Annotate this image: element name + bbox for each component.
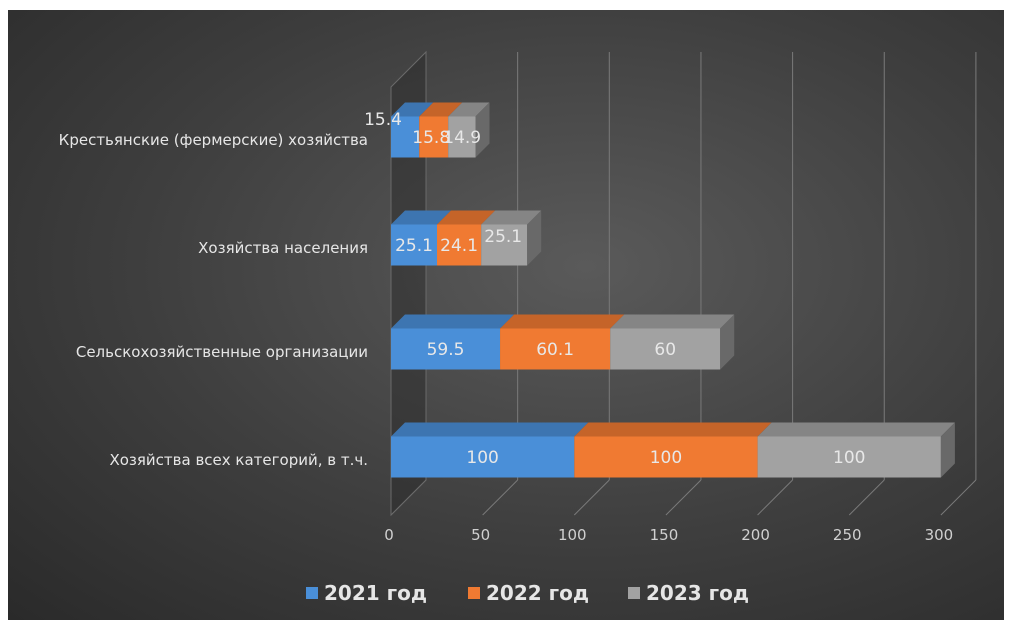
bar-top-face bbox=[391, 102, 434, 117]
bar-2023-год-3 bbox=[448, 116, 476, 158]
bar-2022-год-1 bbox=[500, 328, 611, 370]
data-label: 24.1 bbox=[440, 236, 478, 256]
bar-2022-год-2 bbox=[437, 224, 482, 266]
x-tick-label: 250 bbox=[833, 526, 862, 544]
category-label: Сельскохозяйственные организации bbox=[76, 343, 368, 361]
data-labels: 100 100 100 59.5 60.1 60 25.1 24.1 25.1 15.4 15.81… bbox=[364, 110, 865, 468]
bar-top-face bbox=[574, 422, 772, 437]
bar-end-face bbox=[527, 210, 542, 266]
bar-top-face bbox=[419, 102, 463, 117]
legend-swatch bbox=[306, 587, 318, 599]
bars bbox=[391, 102, 955, 478]
chart-frame: 100 100 100 59.5 60.1 60 25.1 24.1 25.1 15.4 15.8 1… bbox=[8, 10, 1004, 620]
x-tick-label: 100 bbox=[558, 526, 587, 544]
bar-top-face bbox=[448, 102, 490, 117]
data-label: 25.1 bbox=[395, 236, 433, 256]
data-label: 59.5 bbox=[427, 340, 465, 360]
bar-top-face bbox=[391, 210, 452, 225]
gridlines bbox=[390, 52, 977, 516]
bar-2023-год-1 bbox=[610, 328, 721, 370]
legend-label: 2023 год bbox=[646, 581, 749, 605]
x-tick-label: 200 bbox=[741, 526, 770, 544]
data-label: 60.1 bbox=[536, 340, 574, 360]
bar-2021-год-1 bbox=[391, 328, 501, 370]
bar-end-face bbox=[475, 102, 490, 158]
x-tick-label: 300 bbox=[925, 526, 954, 544]
bar-2023-год-2 bbox=[481, 224, 528, 266]
bar-2022-год-3 bbox=[419, 116, 449, 158]
data-label: 25.1 bbox=[484, 227, 522, 247]
bar-end-face bbox=[720, 314, 735, 370]
legend-label: 2021 год bbox=[324, 581, 427, 605]
axis-wall bbox=[390, 50, 427, 517]
bar-2021-год-0 bbox=[391, 436, 575, 478]
gridline-floor bbox=[665, 479, 702, 516]
gridline-floor bbox=[757, 479, 793, 516]
x-tick-label: 50 bbox=[471, 526, 490, 544]
bar-top-face bbox=[500, 314, 625, 329]
legend-swatch bbox=[468, 587, 480, 599]
legend: 2021 год 2022 год 2023 год bbox=[306, 581, 749, 605]
bar-top-face bbox=[437, 210, 496, 225]
gridline-floor bbox=[940, 479, 977, 516]
bar-top-face bbox=[610, 314, 735, 329]
bar-top-face bbox=[391, 422, 589, 437]
bar-2021-год-3 bbox=[391, 116, 420, 158]
legend-swatch bbox=[628, 587, 640, 599]
category-label: Хозяйства населения bbox=[198, 239, 368, 257]
bar-top-face bbox=[481, 210, 542, 225]
data-label: 15.4 bbox=[364, 110, 402, 130]
gridline-floor bbox=[482, 479, 519, 516]
axis-side-wall bbox=[390, 50, 427, 517]
tick-labels: 0 50 100 150 200 250 300 bbox=[384, 526, 953, 544]
bar-2023-год-0 bbox=[757, 436, 941, 478]
x-tick-label: 150 bbox=[650, 526, 679, 544]
data-label: 100 bbox=[466, 448, 498, 468]
data-label: 100 bbox=[833, 448, 865, 468]
x-tick-label: 0 bbox=[384, 526, 394, 544]
category-labels: Хозяйства всех категорий, в т.ч. Сельскох… bbox=[59, 131, 368, 469]
gridline-floor bbox=[848, 479, 885, 516]
data-label: 15.8 bbox=[412, 128, 450, 148]
bar-2021-год-2 bbox=[391, 224, 438, 266]
category-label: Крестьянские (фермерские) хозяйства bbox=[59, 131, 368, 149]
legend-label: 2022 год bbox=[486, 581, 589, 605]
bar-2022-год-0 bbox=[574, 436, 758, 478]
bar-top-face bbox=[757, 422, 955, 437]
data-label: 14.9 bbox=[443, 128, 481, 148]
data-label: 60 bbox=[654, 340, 676, 360]
bar-top-face bbox=[391, 314, 515, 329]
bar-end-face bbox=[940, 422, 955, 478]
data-label: 100 bbox=[650, 448, 682, 468]
category-label: Хозяйства всех категорий, в т.ч. bbox=[109, 451, 368, 469]
gridline-floor bbox=[573, 479, 610, 516]
